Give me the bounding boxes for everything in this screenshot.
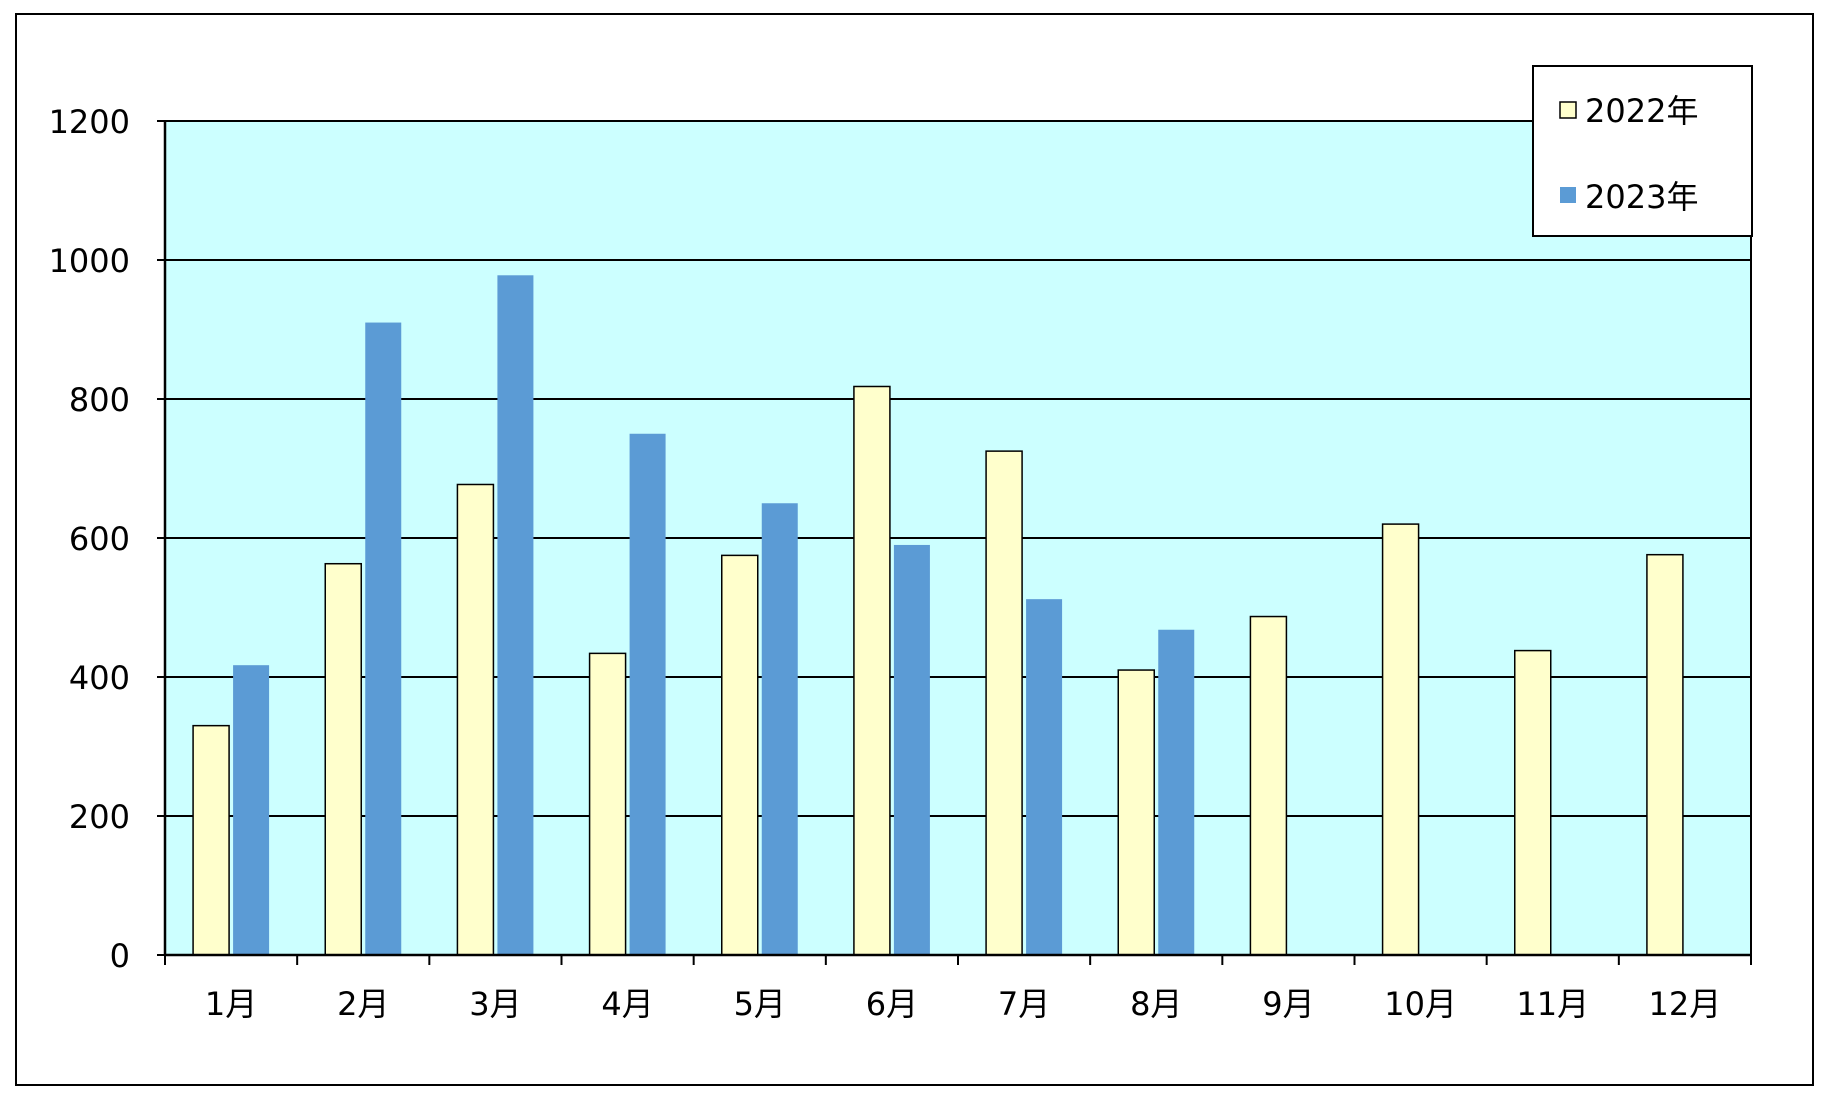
y-tick-label: 800 bbox=[69, 381, 130, 419]
bar-2022 bbox=[1514, 649, 1552, 956]
legend-box bbox=[1532, 65, 1753, 237]
x-tick-label: 12月 bbox=[1649, 985, 1722, 1023]
bar-2022 bbox=[1381, 523, 1420, 956]
legend: 2022年 2023年 bbox=[1532, 65, 1753, 237]
bar-2022 bbox=[588, 652, 627, 956]
x-tick-label: 2月 bbox=[337, 985, 389, 1023]
bar-2022 bbox=[1249, 615, 1288, 956]
bar-2023 bbox=[629, 433, 666, 955]
bar-2022 bbox=[1117, 669, 1155, 956]
x-tick-label: 1月 bbox=[205, 985, 257, 1023]
axes bbox=[157, 120, 1752, 965]
legend-label-2022: 2022年 bbox=[1585, 92, 1698, 130]
bar-2022 bbox=[985, 450, 1023, 956]
bar-2022 bbox=[456, 483, 495, 956]
bar-2022 bbox=[1646, 553, 1684, 956]
bar-2023 bbox=[497, 275, 534, 955]
bar-2022 bbox=[324, 562, 362, 956]
y-axis-tick-labels: 0 200 400 600 800 1000 1200 bbox=[49, 103, 130, 975]
y-tick-label: 1000 bbox=[49, 242, 130, 280]
y-tick-label: 1200 bbox=[49, 103, 130, 141]
y-tick-label: 200 bbox=[69, 798, 130, 836]
x-tick-label: 11月 bbox=[1516, 985, 1589, 1023]
x-tick-label: 5月 bbox=[734, 985, 786, 1023]
bar-2023 bbox=[761, 503, 798, 955]
bar-2023 bbox=[233, 665, 270, 955]
x-tick-label: 8月 bbox=[1130, 985, 1182, 1023]
bars bbox=[192, 275, 1684, 956]
legend-swatch-2023 bbox=[1560, 187, 1576, 203]
x-tick-label: 7月 bbox=[998, 985, 1050, 1023]
bar-2023 bbox=[365, 322, 402, 955]
bar-2023 bbox=[1158, 629, 1195, 955]
bar-2022 bbox=[192, 724, 230, 956]
x-tick-label: 4月 bbox=[601, 985, 653, 1023]
legend-swatch-2022 bbox=[1559, 101, 1577, 119]
legend-label-2023: 2023年 bbox=[1585, 178, 1698, 216]
y-tick-label: 600 bbox=[69, 520, 130, 558]
bar-2022 bbox=[721, 554, 759, 956]
gridlines bbox=[165, 120, 1751, 956]
x-tick-label: 10月 bbox=[1384, 985, 1457, 1023]
x-tick-label: 6月 bbox=[866, 985, 918, 1023]
y-tick-label: 400 bbox=[69, 659, 130, 697]
x-tick-label: 9月 bbox=[1262, 985, 1314, 1023]
x-axis-tick-labels: 1月 2月 3月 4月 5月 6月 7月 8月 9月 10月 11月 12月 bbox=[205, 985, 1721, 1023]
y-tick-label: 0 bbox=[110, 937, 130, 975]
x-tick-label: 3月 bbox=[469, 985, 521, 1023]
bar-2023 bbox=[1026, 599, 1063, 955]
bar-2023 bbox=[893, 544, 930, 955]
bar-2022 bbox=[853, 385, 891, 956]
